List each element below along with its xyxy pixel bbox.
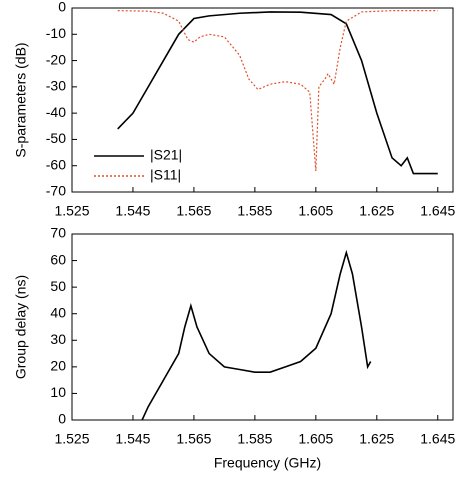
y-tick-label: 50: [50, 278, 66, 294]
x-axis-label: Frequency (GHz): [214, 455, 321, 471]
y-tick-label: 0: [58, 0, 66, 15]
series-line: [141, 249, 372, 421]
x-tick-label: 1.625: [359, 431, 394, 447]
y-tick-label: 20: [50, 358, 66, 374]
y-axis-label: Group delay (ns): [13, 275, 29, 379]
x-tick-label: 1.525: [54, 203, 89, 219]
x-tick-label: 1.645: [420, 203, 455, 219]
x-tick-label: 1.605: [298, 431, 333, 447]
y-tick-label: 0: [58, 411, 66, 427]
y-tick-label: 10: [50, 384, 66, 400]
y-tick-label: -50: [46, 130, 66, 146]
x-tick-label: 1.625: [359, 203, 394, 219]
x-tick-label: 1.585: [237, 431, 272, 447]
plot-frame: [71, 7, 454, 193]
x-tick-label: 1.605: [298, 203, 333, 219]
y-tick-label: 30: [50, 331, 66, 347]
series-line: [117, 11, 438, 175]
x-tick-label: 1.545: [115, 431, 150, 447]
y-tick-label: -70: [46, 183, 66, 199]
y-axis-label: S-parameters (dB): [13, 42, 29, 157]
y-tick-label: 60: [50, 251, 66, 267]
plot-frame: [71, 233, 454, 421]
x-tick-label: 1.565: [176, 203, 211, 219]
legend-label: |S11|: [150, 167, 181, 183]
x-tick-label: 1.545: [115, 203, 150, 219]
x-tick-label: 1.565: [176, 431, 211, 447]
series-line: [117, 10, 438, 172]
y-tick-label: -10: [46, 25, 66, 41]
legend-label: |S21|: [150, 147, 182, 163]
y-tick-label: 70: [50, 225, 66, 241]
x-tick-label: 1.645: [420, 431, 455, 447]
y-tick-label: 40: [50, 304, 66, 320]
y-tick-label: -40: [46, 104, 66, 120]
y-tick-label: -30: [46, 78, 66, 94]
y-tick-label: -20: [46, 51, 66, 67]
x-tick-label: 1.585: [237, 203, 272, 219]
x-tick-label: 1.525: [54, 431, 89, 447]
y-tick-label: -60: [46, 156, 66, 172]
